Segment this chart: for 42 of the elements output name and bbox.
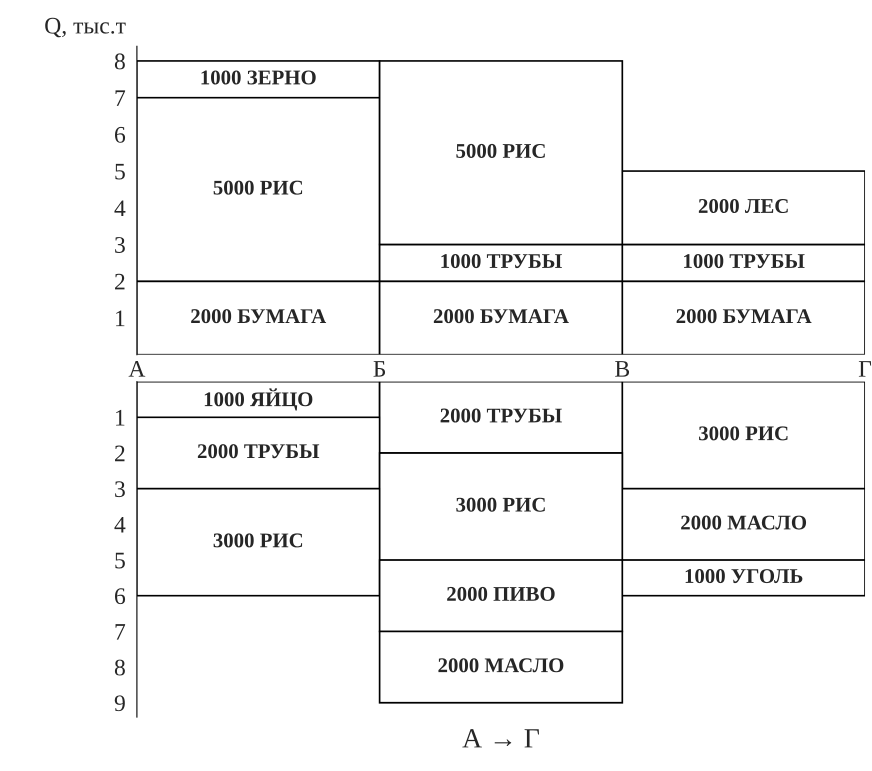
y-tick-label: 3 [115,237,125,253]
y-tick-label: 8 [114,53,125,70]
y-tick-label: 7 [116,624,126,640]
y-tick-label: 2 [115,274,124,290]
annotation: 2000 БУМАГА [434,309,569,324]
annotation: 1000 УГОЛЬ [686,569,802,584]
annotation: 3000 РИС [699,426,788,440]
annotation: 1000 ТРУБЫ [441,254,562,268]
text: В [615,361,630,377]
y-tick-label: 6 [115,126,126,143]
annotation: 5000 РИС [214,180,302,195]
y-tick-label: 1 [116,410,124,426]
annotation: 2000 ПИВО [447,586,555,601]
y-tick-label: 5 [115,164,125,180]
text: Г [858,361,872,377]
annotation: 2000 ЛЕС [698,198,788,214]
y-tick-label: 2 [115,446,124,462]
y-tick-label: 1 [116,310,124,326]
annotation: 1000 ЯЙЦО [204,388,312,411]
x-axis-title: А → Г [462,729,539,748]
annotation: 2000 БУМАГА [191,309,326,324]
y-tick-label: 4 [114,200,126,216]
annotation: 2000 ТРУБЫ [440,408,562,423]
y-tick-label: 5 [115,552,125,568]
annotation: 2000 ТРУБЫ [198,444,320,458]
annotation: 1000 ЗЕРНО [201,70,316,85]
annotation: 3000 РИС [456,498,545,512]
annotation: 2000 БУМАГА [676,309,812,324]
annotation: 2000 МАСЛО [681,516,806,530]
text: Б [374,361,386,377]
y-axis-title: Q, тыс.т [45,18,126,38]
y-tick-label: 8 [114,660,125,676]
annotation: 1000 ТРУБЫ [684,254,805,268]
y-tick-label: 3 [115,481,125,498]
annotation: 5000 РИС [456,144,545,158]
annotation: 3000 РИС [214,533,302,548]
y-tick-label: 6 [115,588,126,604]
y-tick-label: 7 [116,90,126,106]
text: А [128,361,146,377]
annotation: 2000 МАСЛО [438,658,564,672]
y-tick-label: 4 [114,517,126,533]
y-tick-label: 9 [114,695,125,712]
